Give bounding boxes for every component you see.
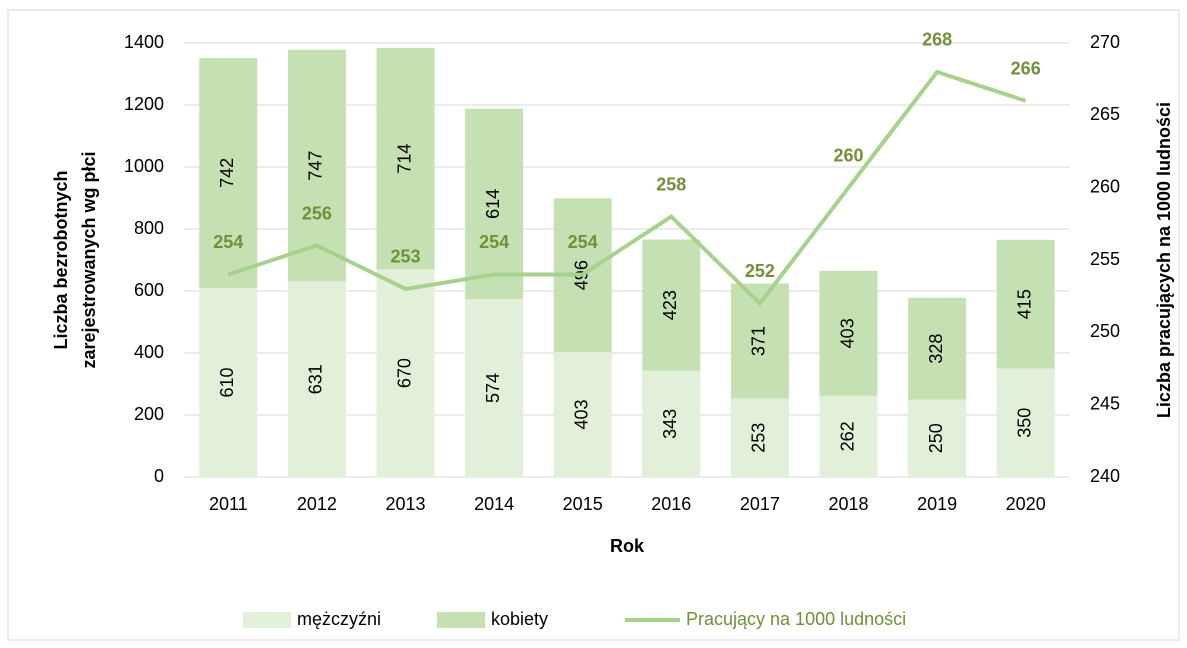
bar: [996, 239, 1055, 369]
data-label: 260: [833, 145, 863, 165]
data-label: 262: [837, 421, 857, 451]
data-label: 256: [302, 203, 332, 223]
data-label: 610: [217, 367, 237, 397]
y2-tick-label: 265: [1090, 104, 1120, 124]
x-tick-label: 2015: [563, 494, 603, 514]
legend-label: mężczyźni: [297, 609, 381, 629]
data-label: 350: [1014, 408, 1034, 438]
data-label: 266: [1011, 59, 1041, 79]
data-label: 254: [568, 232, 598, 252]
data-label: 747: [306, 151, 326, 181]
data-label: 742: [217, 158, 237, 188]
bar: [642, 239, 701, 371]
data-label: 403: [837, 318, 857, 348]
bar: [376, 47, 435, 270]
bar: [199, 57, 258, 288]
data-label: 614: [483, 189, 503, 219]
x-tick-label: 2013: [385, 494, 425, 514]
bar: [553, 352, 612, 477]
data-label: 574: [483, 373, 503, 403]
x-tick-label: 2019: [917, 494, 957, 514]
legend-swatch: [437, 612, 485, 628]
data-label: 268: [922, 30, 952, 50]
data-label: 714: [394, 144, 414, 174]
data-label: 403: [571, 400, 591, 430]
data-label: 415: [1014, 289, 1034, 319]
data-label: 258: [656, 174, 686, 194]
y-tick-label: 1200: [124, 94, 164, 114]
bar: [819, 395, 878, 477]
bar: [908, 297, 967, 400]
data-label: 252: [745, 261, 775, 281]
y-tick-label: 800: [134, 218, 164, 238]
y2-tick-label: 255: [1090, 249, 1120, 269]
legend-label: Pracujący na 1000 ludności: [686, 609, 906, 629]
y-tick-label: 600: [134, 280, 164, 300]
y2-tick-label: 260: [1090, 176, 1120, 196]
y2-axis-title: Liczba pracujących na 1000 ludności: [1154, 102, 1174, 418]
bar: [465, 108, 524, 300]
x-tick-label: 2014: [474, 494, 514, 514]
bar: [819, 270, 878, 396]
y2-tick-label: 245: [1090, 393, 1120, 413]
x-tick-label: 2018: [828, 494, 868, 514]
data-label: 254: [479, 232, 509, 252]
bar: [465, 299, 524, 477]
data-label: 254: [213, 232, 243, 252]
x-tick-label: 2011: [209, 494, 248, 514]
bar: [730, 398, 789, 477]
data-label: 670: [394, 358, 414, 388]
y-tick-label: 200: [134, 404, 164, 424]
y-tick-label: 400: [134, 342, 164, 362]
bar: [287, 49, 346, 282]
data-label: 631: [306, 364, 326, 394]
y-axis-title: zarejestrowanych wg płci: [79, 151, 99, 368]
y2-tick-label: 270: [1090, 32, 1120, 52]
bar: [996, 368, 1055, 477]
data-label: 250: [926, 423, 946, 453]
x-axis-title: Rok: [610, 536, 645, 556]
data-label: 253: [390, 247, 420, 267]
y2-tick-label: 250: [1090, 321, 1120, 341]
x-tick-label: 2012: [297, 494, 337, 514]
data-label: 253: [749, 423, 769, 453]
line: [227, 69, 1027, 307]
data-label: 328: [926, 334, 946, 364]
bar: [908, 399, 967, 477]
legend-swatch: [243, 612, 291, 628]
x-tick-label: 2016: [651, 494, 691, 514]
y2-tick-label: 240: [1090, 466, 1120, 486]
bar: [287, 281, 346, 477]
y-tick-label: 1400: [124, 32, 164, 52]
y-tick-label: 0: [154, 466, 164, 486]
bar: [376, 269, 435, 477]
y-axis-title: Liczba bezrobotnych: [51, 170, 71, 349]
bar: [199, 287, 258, 477]
data-label: 423: [660, 290, 680, 320]
data-label: 371: [749, 326, 769, 356]
y-tick-label: 1000: [124, 156, 164, 176]
data-label: 343: [660, 409, 680, 439]
legend-label: kobiety: [491, 609, 548, 629]
x-tick-label: 2020: [1006, 494, 1046, 514]
bar: [642, 370, 701, 477]
x-tick-label: 2017: [740, 494, 780, 514]
